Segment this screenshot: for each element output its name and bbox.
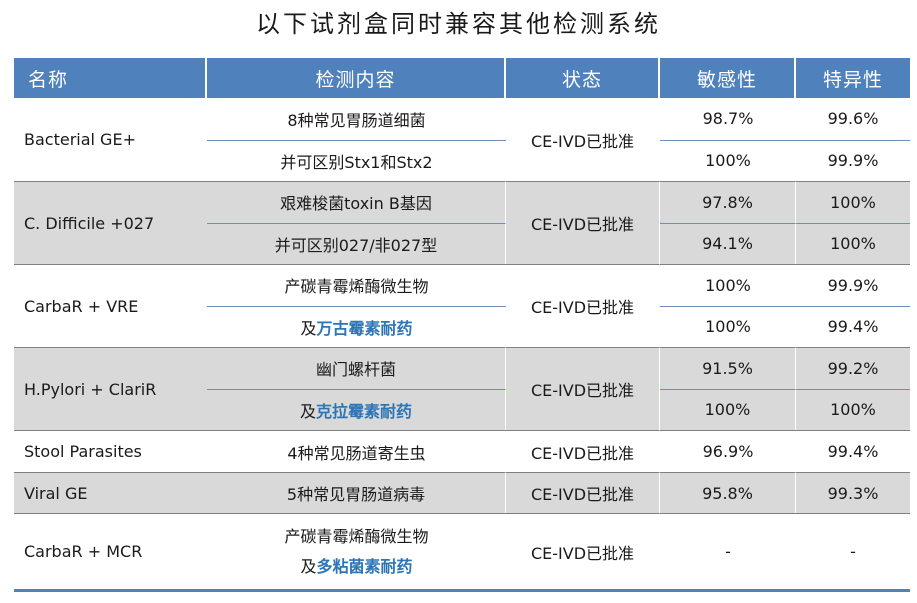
content-highlight: 万古霉素耐药 [316, 318, 413, 338]
status-cell: CE-IVD已批准 [506, 513, 660, 589]
specificity-cell: 100% [796, 388, 910, 430]
content-cell: 5种常见胃肠道病毒 [207, 472, 506, 513]
specificity-cell: 100% [796, 181, 910, 223]
page-title: 以下试剂盒同时兼容其他检测系统 [256, 10, 661, 38]
content-line-1: 产碳青霉烯酶微生物 [284, 526, 429, 546]
content-cell: 及克拉霉素耐药 [207, 388, 506, 430]
specificity-cell: 99.9% [796, 264, 910, 306]
sensitivity-cell: - [660, 513, 796, 589]
content-cell: 产碳青霉烯酶微生物 [207, 264, 506, 306]
specificity-cell: 99.2% [796, 347, 910, 389]
header-name: 名称 [14, 58, 207, 98]
status-cell: CE-IVD已批准 [506, 98, 660, 181]
status-cell: CE-IVD已批准 [506, 181, 660, 264]
row-name-carbar-mcr: CarbaR + MCR [14, 513, 207, 589]
specificity-cell: 99.4% [796, 305, 910, 347]
sensitivity-cell: 100% [660, 139, 796, 181]
content-cell: 产碳青霉烯酶微生物 及多粘菌素耐药 [207, 513, 506, 589]
content-cell: 幽门螺杆菌 [207, 347, 506, 389]
row-name-carbar-vre: CarbaR + VRE [14, 264, 207, 347]
header-specificity: 特异性 [796, 58, 910, 98]
content-highlight: 多粘菌素耐药 [316, 556, 413, 576]
table-bottom-border [14, 589, 910, 592]
content-cell: 并可区别Stx1和Stx2 [207, 139, 506, 181]
status-cell: CE-IVD已批准 [506, 430, 660, 472]
header-content: 检测内容 [207, 58, 506, 98]
content-highlight: 克拉霉素耐药 [316, 401, 413, 421]
content-cell: 艰难梭菌toxin B基因 [207, 181, 506, 223]
sensitivity-cell: 91.5% [660, 347, 796, 389]
sensitivity-cell: 98.7% [660, 98, 796, 140]
sensitivity-cell: 97.8% [660, 181, 796, 223]
specificity-cell: 99.6% [796, 98, 910, 140]
status-cell: CE-IVD已批准 [506, 264, 660, 347]
content-prefix: 及 [299, 401, 316, 421]
specificity-cell: 99.9% [796, 139, 910, 181]
content-prefix: 及 [300, 318, 317, 338]
row-name-h-pylori: H.Pylori + ClariR [14, 347, 207, 430]
row-name-viral-ge: Viral GE [14, 472, 207, 513]
comparison-table: 名称 检测内容 状态 敏感性 特异性 Bacterial GE+ 8种常见胃肠道… [14, 58, 910, 589]
specificity-cell: 99.3% [796, 472, 910, 513]
content-cell: 8种常见胃肠道细菌 [207, 98, 506, 140]
status-cell: CE-IVD已批准 [506, 347, 660, 430]
sensitivity-cell: 94.1% [660, 222, 796, 264]
content-cell: 并可区别027/非027型 [207, 222, 506, 264]
specificity-cell: 99.4% [796, 430, 910, 472]
specificity-cell: - [796, 513, 910, 589]
row-name-c-difficile: C. Difficile +027 [14, 181, 207, 264]
header-status: 状态 [506, 58, 660, 98]
sensitivity-cell: 100% [660, 264, 796, 306]
sensitivity-cell: 95.8% [660, 472, 796, 513]
sensitivity-cell: 100% [660, 388, 796, 430]
row-name-stool-parasites: Stool Parasites [14, 430, 207, 472]
content-cell: 4种常见肠道寄生虫 [207, 430, 506, 472]
content-line-2: 及多粘菌素耐药 [300, 552, 412, 582]
content-prefix: 及 [300, 556, 317, 576]
status-cell: CE-IVD已批准 [506, 472, 660, 513]
specificity-cell: 100% [796, 222, 910, 264]
sensitivity-cell: 100% [660, 305, 796, 347]
header-sensitivity: 敏感性 [660, 58, 796, 98]
row-name-bacterial-ge: Bacterial GE+ [14, 98, 207, 181]
sensitivity-cell: 96.9% [660, 430, 796, 472]
content-cell: 及万古霉素耐药 [207, 305, 506, 347]
